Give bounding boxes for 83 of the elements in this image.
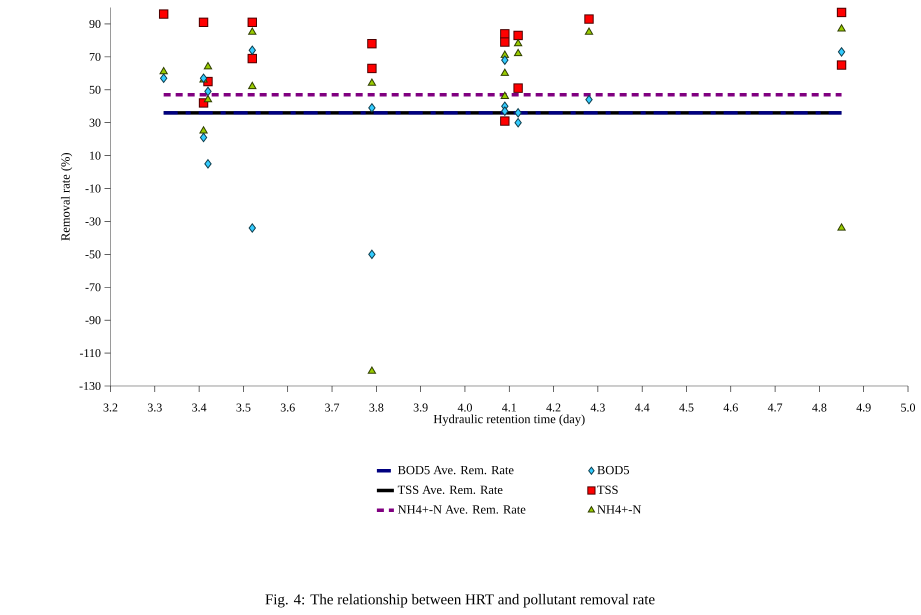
y-tick-label: -50: [85, 250, 101, 258]
x-tick-label: 3.4: [192, 404, 206, 412]
point: [368, 103, 376, 113]
point: [500, 116, 510, 126]
point: [248, 18, 257, 28]
point: [514, 108, 522, 118]
x-tick-label: 3.3: [148, 404, 162, 412]
point: [501, 106, 508, 116]
legend-label: NH4+-N Ave. Rem. Rate: [398, 505, 526, 514]
point: [584, 27, 594, 35]
x-tick-label: 3.9: [414, 404, 428, 412]
x-tick-label: 4.1: [502, 404, 516, 412]
point: [367, 64, 377, 74]
y-axis-title: Removal rate (%): [60, 153, 72, 241]
legend-label: NH4+-N: [597, 505, 642, 514]
legend-label: TSS: [597, 486, 618, 494]
point: [500, 68, 509, 76]
point: [158, 9, 168, 19]
point: [200, 132, 208, 142]
point: [204, 86, 212, 96]
y-tick-label: -70: [85, 283, 101, 292]
y-tick-label: 50: [90, 86, 101, 94]
caption: Fig. 4: The relationship between HRT and pollutant removal rate: [265, 594, 655, 608]
x-tick-label: 3.2: [104, 404, 118, 412]
y-tick-label: 30: [90, 118, 101, 127]
x-axis-title: Hydraulic retention time (day): [434, 414, 585, 426]
point: [248, 27, 256, 35]
point: [368, 366, 376, 374]
y-tick-label: -10: [85, 184, 101, 193]
y-tick-label: -130: [80, 382, 101, 390]
point: [501, 55, 508, 65]
point: [838, 47, 846, 57]
y-tick-label: -110: [80, 349, 101, 358]
point: [514, 118, 522, 128]
point: [500, 92, 509, 99]
point: [248, 223, 256, 233]
x-tick-label: 3.5: [236, 404, 250, 412]
x-tick-label: 3.6: [280, 404, 295, 412]
point: [514, 48, 522, 56]
x-tick-label: 4.0: [458, 404, 472, 412]
point: [248, 54, 257, 64]
x-tick-label: 4.5: [679, 404, 694, 412]
point: [836, 8, 846, 18]
point: [368, 250, 376, 260]
point: [585, 94, 593, 104]
x-tick-label: 5.0: [901, 404, 916, 412]
x-tick-label: 4.7: [768, 404, 782, 412]
x-tick-label: 4.6: [724, 404, 738, 412]
point: [837, 223, 846, 231]
y-tick-label: 70: [90, 52, 101, 61]
y-tick-label: 10: [90, 152, 101, 160]
legend-label: TSS Ave. Rem. Rate: [398, 486, 502, 494]
x-tick-label: 3.8: [369, 404, 384, 412]
x-tick-label: 4.9: [856, 404, 871, 412]
legend-label: BOD5: [597, 466, 630, 474]
legend-label: BOD5 Ave. Rem. Rate: [398, 466, 514, 474]
x-tick-label: 4.3: [590, 404, 605, 412]
x-tick-label: 4.2: [546, 404, 560, 412]
point: [837, 24, 846, 32]
point: [204, 94, 212, 102]
x-tick-label: 3.7: [325, 404, 340, 412]
point: [514, 39, 522, 46]
point: [836, 60, 846, 70]
point: [160, 66, 168, 74]
y-tick-label: -30: [85, 217, 101, 226]
point: [584, 14, 594, 24]
point: [513, 30, 523, 40]
point: [160, 74, 168, 83]
point: [367, 39, 377, 48]
point: [248, 82, 256, 90]
y-tick-label: -90: [85, 316, 101, 324]
point: [368, 78, 376, 86]
y-tick-label: 90: [89, 20, 101, 28]
x-tick-label: 4.4: [634, 404, 650, 412]
point: [199, 126, 208, 134]
point: [204, 62, 212, 70]
point: [500, 37, 510, 47]
point: [513, 83, 523, 93]
point: [248, 46, 256, 55]
point: [204, 159, 212, 169]
point: [198, 18, 208, 28]
x-tick-label: 4.8: [812, 404, 826, 412]
point: [500, 29, 510, 39]
